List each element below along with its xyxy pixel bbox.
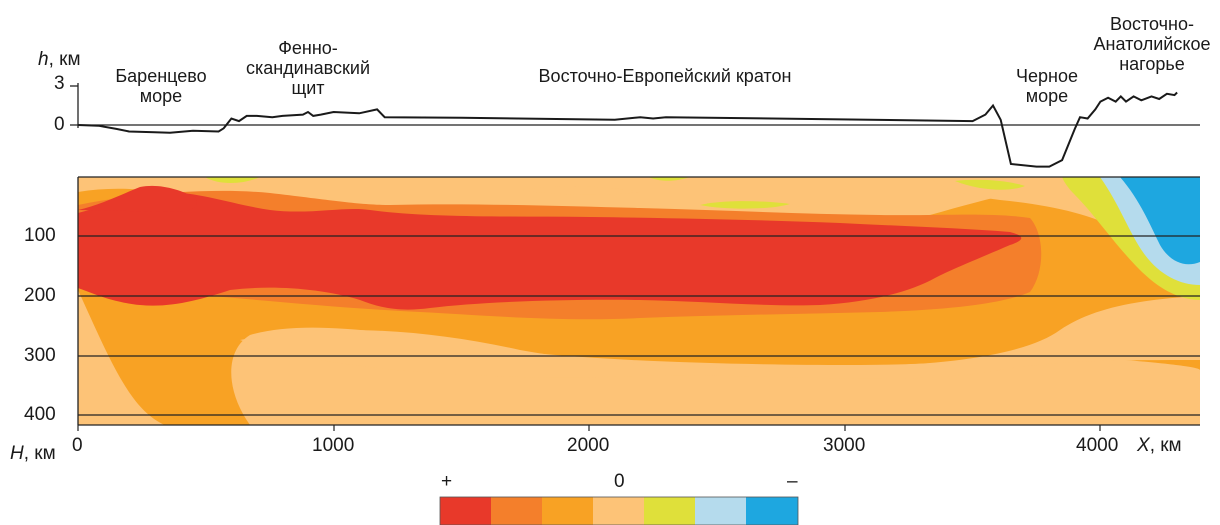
region-line: Восточно-Европейский кратон bbox=[538, 66, 792, 86]
region-line: Анатолийское bbox=[1093, 34, 1211, 54]
region-line: Черное bbox=[1016, 66, 1078, 86]
topography-panel bbox=[70, 83, 1200, 168]
depth-tick-label-100: 100 bbox=[24, 225, 56, 246]
x-tick-label-0: 0 bbox=[72, 435, 83, 456]
x-axis-label: X, км bbox=[1137, 436, 1182, 456]
h-tick-label-3: 3 bbox=[54, 73, 65, 94]
depth-axis-symbol: H bbox=[10, 443, 24, 464]
anomaly-section bbox=[78, 177, 1200, 425]
region-line: Фенно- bbox=[278, 38, 338, 58]
legend-swatch-6 bbox=[695, 497, 746, 525]
x-axis-symbol: X bbox=[1137, 435, 1150, 456]
region-label-black-sea: Черное море bbox=[1005, 66, 1089, 106]
legend-swatch-4 bbox=[593, 497, 644, 525]
h-axis-symbol: h bbox=[38, 49, 49, 70]
depth-tick-label-300: 300 bbox=[24, 345, 56, 366]
anomaly-patch-yellow-2 bbox=[648, 177, 690, 181]
x-tick-label-3000: 3000 bbox=[823, 435, 866, 456]
anomaly-patch-light-2 bbox=[520, 186, 640, 195]
anomaly-region-light-mid bbox=[240, 296, 1200, 379]
legend-swatch-5 bbox=[644, 497, 695, 525]
section-grid bbox=[77, 176, 1200, 431]
x-tick-label-4000: 4000 bbox=[1076, 435, 1119, 456]
depth-tick-label-200: 200 bbox=[24, 285, 56, 306]
legend-swatch-7 bbox=[746, 497, 798, 525]
region-label-craton: Восточно-Европейский кратон bbox=[510, 66, 820, 86]
region-line: море bbox=[1025, 86, 1069, 106]
topography-profile-line bbox=[77, 91, 1178, 168]
legend-plus-label: + bbox=[441, 471, 453, 492]
region-line: щит bbox=[291, 78, 325, 98]
legend-colorbar bbox=[439, 496, 799, 525]
depth-axis-unit: , км bbox=[23, 443, 56, 464]
h-axis-label: h, км bbox=[38, 50, 81, 70]
legend-swatch-2 bbox=[491, 497, 542, 525]
legend-swatch-3 bbox=[542, 497, 593, 525]
legend-frame bbox=[439, 496, 799, 525]
legend-swatch-1 bbox=[440, 497, 491, 525]
x-tick-label-1000: 1000 bbox=[312, 435, 355, 456]
legend-minus-label: – bbox=[787, 471, 798, 492]
depth-tick-label-400: 400 bbox=[24, 404, 56, 425]
region-line: море bbox=[139, 86, 183, 106]
x-axis-unit: , км bbox=[1149, 435, 1182, 456]
region-label-barents: Баренцево море bbox=[106, 66, 216, 106]
anomaly-region-blue-east bbox=[1120, 177, 1200, 265]
region-line: скандинавский bbox=[245, 58, 371, 78]
x-tick-label-2000: 2000 bbox=[567, 435, 610, 456]
legend-zero-label: 0 bbox=[614, 471, 625, 492]
anomaly-patch-yellow-4 bbox=[955, 179, 1025, 190]
h-axis-unit: , км bbox=[48, 49, 81, 70]
region-label-fennoscandia: Фенно- скандинавский щит bbox=[238, 38, 378, 98]
depth-axis-label: H, км bbox=[10, 444, 56, 464]
anomaly-patch-yellow-1 bbox=[205, 177, 260, 184]
anomaly-region-red bbox=[78, 192, 1022, 310]
anomaly-patch-yellow-3 bbox=[700, 201, 790, 209]
h-tick-label-0: 0 bbox=[54, 114, 65, 135]
region-line: нагорье bbox=[1119, 54, 1185, 74]
anomaly-region-red-north bbox=[78, 185, 197, 212]
region-label-anatolia: Восточно- Анатолийское нагорье bbox=[1084, 14, 1220, 74]
anomaly-region-light-deep bbox=[78, 290, 1200, 425]
region-line: Восточно- bbox=[1110, 14, 1194, 34]
region-line: Баренцево bbox=[115, 66, 207, 86]
